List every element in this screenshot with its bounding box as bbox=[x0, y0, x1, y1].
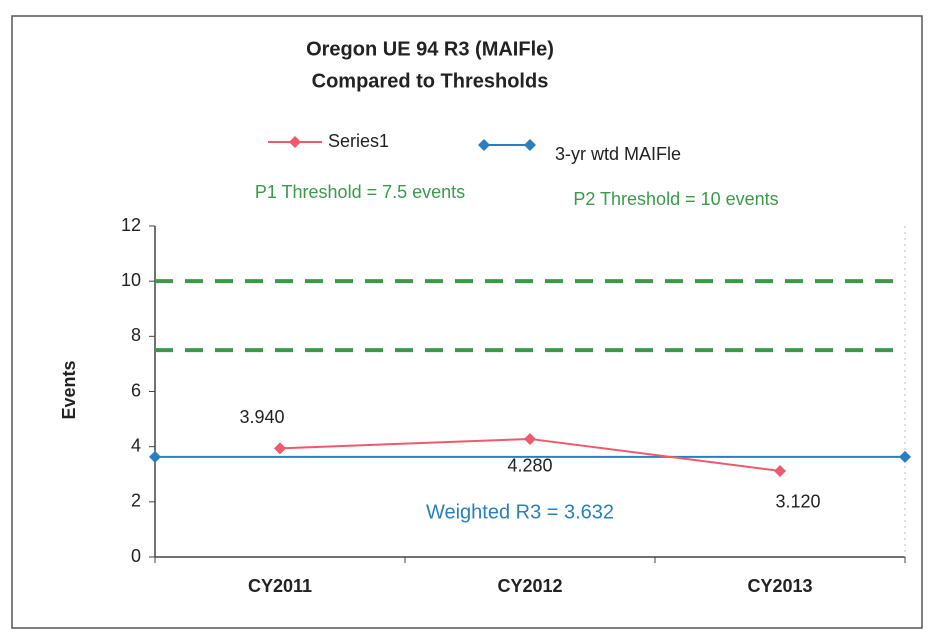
y-tick-label: 8 bbox=[131, 325, 141, 345]
legend-marker bbox=[478, 139, 490, 151]
x-tick-label: CY2011 bbox=[248, 576, 312, 596]
y-tick-label: 0 bbox=[131, 546, 141, 566]
y-tick-label: 6 bbox=[131, 380, 141, 400]
chart-frame bbox=[11, 15, 923, 629]
series-marker bbox=[774, 464, 786, 477]
y-tick-label: 4 bbox=[131, 435, 141, 455]
legend-label: Series1 bbox=[328, 131, 389, 151]
data-label: 4.280 bbox=[507, 456, 552, 476]
y-tick-label: 2 bbox=[131, 491, 141, 511]
reference-marker bbox=[149, 450, 161, 463]
threshold-label: P1 Threshold = 7.5 events bbox=[255, 182, 465, 202]
data-label: 3.940 bbox=[239, 407, 284, 427]
y-tick-label: 12 bbox=[121, 215, 141, 235]
legend-marker bbox=[289, 136, 301, 148]
legend-label: 3-yr wtd MAIFle bbox=[555, 144, 681, 164]
data-label: 3.120 bbox=[775, 492, 820, 512]
y-axis-label: Events bbox=[59, 360, 79, 419]
x-tick-label: CY2012 bbox=[497, 576, 562, 596]
series-marker bbox=[274, 442, 286, 455]
legend-marker bbox=[524, 139, 536, 151]
reference-marker bbox=[899, 450, 911, 463]
chart-title: Oregon UE 94 R3 (MAIFle) bbox=[306, 38, 554, 60]
reference-label: Weighted R3 = 3.632 bbox=[426, 501, 614, 523]
series-marker bbox=[524, 432, 536, 445]
chart-subtitle: Compared to Thresholds bbox=[312, 70, 549, 92]
x-tick-label: CY2013 bbox=[747, 576, 812, 596]
y-tick-label: 10 bbox=[121, 270, 141, 290]
threshold-label: P2 Threshold = 10 events bbox=[573, 189, 778, 209]
